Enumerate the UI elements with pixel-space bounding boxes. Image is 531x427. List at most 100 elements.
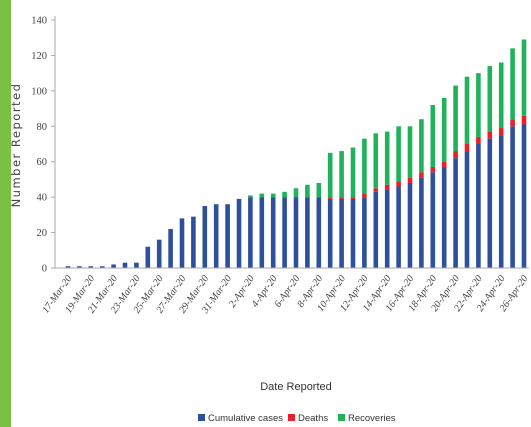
- bar-cumulative-cases: [316, 197, 322, 268]
- bar-recoveries: [293, 188, 299, 198]
- bar-deaths: [430, 167, 436, 173]
- bar-cumulative-cases: [99, 266, 105, 268]
- bar-cumulative-cases: [384, 190, 390, 268]
- legend-swatch: [288, 414, 295, 421]
- page-accent-bar: [0, 0, 11, 427]
- bar-cumulative-cases: [65, 266, 71, 268]
- bar-recoveries: [270, 193, 276, 198]
- bar-cumulative-cases: [350, 198, 356, 268]
- bar-cumulative-cases: [122, 262, 128, 268]
- legend-label: Deaths: [298, 413, 328, 424]
- bar-cumulative-cases: [134, 262, 139, 268]
- bar-recoveries: [339, 151, 344, 198]
- bar-deaths: [384, 184, 390, 191]
- bar-cumulative-cases: [476, 144, 481, 268]
- bar-recoveries: [419, 119, 424, 173]
- bar-cumulative-cases: [145, 246, 151, 268]
- y-tick-label: 40: [37, 193, 48, 204]
- bar-recoveries: [248, 195, 253, 198]
- bars: [65, 39, 527, 268]
- bar-cumulative-cases: [202, 206, 208, 268]
- y-axis-title: Number Reported: [9, 83, 23, 208]
- bar-recoveries: [327, 152, 333, 198]
- bar-cumulative-cases: [213, 204, 219, 268]
- bar-cumulative-cases: [498, 135, 504, 268]
- bar-deaths: [350, 197, 356, 199]
- bar-deaths: [373, 188, 379, 192]
- bar-deaths: [521, 115, 527, 125]
- y-tick-label: 20: [37, 228, 48, 239]
- y-tick-label: 100: [31, 86, 47, 97]
- bar-recoveries: [453, 85, 458, 152]
- bar-cumulative-cases: [453, 158, 458, 268]
- y-tick-label: 60: [37, 157, 48, 168]
- bar-recoveries: [510, 48, 515, 120]
- bar-cumulative-cases: [419, 177, 424, 268]
- bar-deaths: [453, 151, 458, 159]
- bar-recoveries: [384, 131, 390, 185]
- bar-cumulative-cases: [282, 197, 287, 268]
- bar-deaths: [362, 193, 367, 198]
- bar-cumulative-cases: [248, 197, 253, 268]
- bar-recoveries: [282, 191, 287, 198]
- bar-recoveries: [487, 66, 493, 132]
- bar-deaths: [510, 119, 515, 127]
- y-tick-label: 120: [31, 51, 47, 62]
- bar-recoveries: [407, 126, 413, 178]
- bar-cumulative-cases: [396, 186, 401, 268]
- bar-cumulative-cases: [521, 124, 527, 268]
- bar-recoveries: [362, 138, 367, 194]
- y-axis: 0 20 40 60 80 100 120 140: [31, 16, 56, 275]
- bar-cumulative-cases: [111, 264, 116, 268]
- bar-cumulative-cases: [270, 197, 276, 268]
- bar-deaths: [441, 161, 447, 168]
- bar-cumulative-cases: [487, 138, 493, 268]
- bar-recoveries: [476, 73, 481, 137]
- bar-recoveries: [464, 76, 470, 144]
- bar-cumulative-cases: [373, 191, 379, 268]
- bar-cumulative-cases: [236, 198, 242, 268]
- legend: Cumulative cases Deaths Recoveries: [198, 413, 396, 424]
- bar-deaths: [419, 172, 424, 178]
- bar-cumulative-cases: [339, 198, 344, 268]
- bar-cumulative-cases: [225, 204, 230, 268]
- y-tick-label: 80: [37, 122, 48, 133]
- bar-cumulative-cases: [510, 126, 515, 268]
- legend-swatch: [338, 414, 345, 421]
- bar-recoveries: [498, 62, 504, 129]
- y-tick-label: 140: [31, 16, 47, 27]
- legend-swatch: [198, 414, 205, 421]
- bar-deaths: [327, 197, 333, 199]
- bar-cumulative-cases: [77, 266, 82, 268]
- bar-cumulative-cases: [259, 197, 265, 268]
- x-axis-title: Date Reported: [260, 381, 332, 393]
- bar-recoveries: [441, 97, 447, 162]
- bar-deaths: [464, 144, 470, 152]
- bar-cumulative-cases: [305, 197, 310, 268]
- legend-label: Recoveries: [348, 413, 396, 424]
- bar-cumulative-cases: [293, 197, 299, 268]
- bar-deaths: [407, 177, 413, 183]
- bar-recoveries: [396, 126, 401, 182]
- legend-label: Cumulative cases: [208, 413, 283, 424]
- bar-cumulative-cases: [327, 198, 333, 268]
- bar-deaths: [396, 181, 401, 187]
- bar-cumulative-cases: [441, 167, 447, 268]
- bar-recoveries: [316, 182, 322, 198]
- bar-recoveries: [259, 193, 265, 198]
- bar-cumulative-cases: [88, 266, 94, 268]
- y-tick-label: 0: [42, 264, 47, 275]
- bar-cumulative-cases: [156, 239, 162, 268]
- bar-deaths: [476, 136, 481, 144]
- bar-cumulative-cases: [168, 229, 173, 268]
- bar-cumulative-cases: [464, 151, 470, 268]
- bar-recoveries: [430, 105, 436, 168]
- bar-deaths: [487, 131, 493, 139]
- bar-cumulative-cases: [407, 182, 413, 268]
- bar-deaths: [339, 197, 344, 199]
- bar-deaths: [498, 128, 504, 136]
- bar-recoveries: [305, 184, 310, 198]
- bar-cumulative-cases: [430, 172, 436, 268]
- bar-cumulative-cases: [179, 218, 185, 268]
